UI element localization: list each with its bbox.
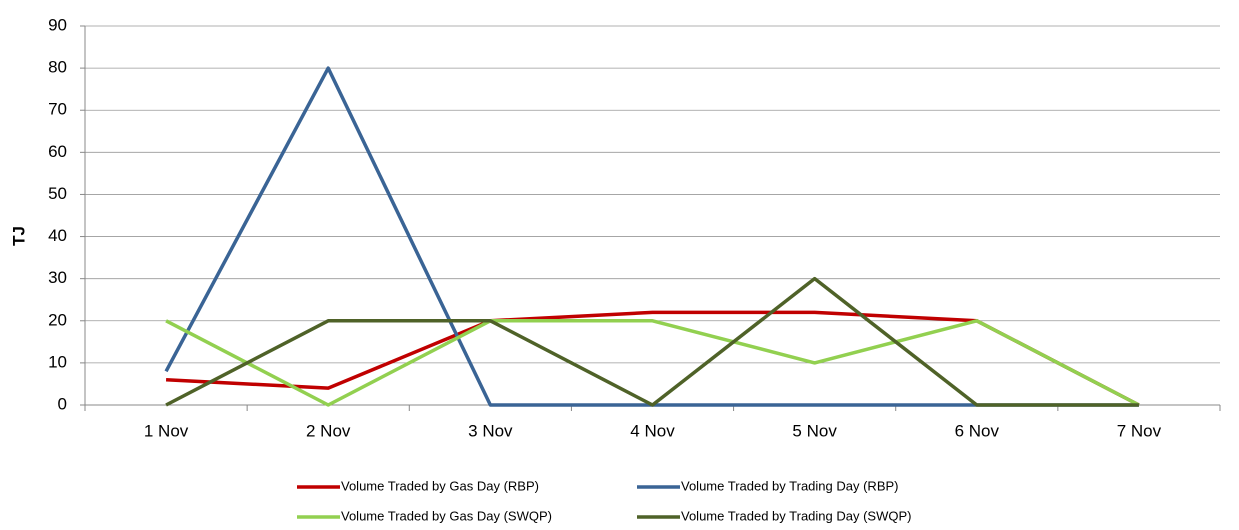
x-tick-label: 4 Nov (630, 421, 675, 440)
x-tick-label: 5 Nov (792, 421, 837, 440)
x-tick-label: 3 Nov (468, 421, 513, 440)
y-tick-label: 40 (48, 226, 67, 245)
y-tick-label: 0 (58, 394, 67, 413)
legend-label: Volume Traded by Trading Day (SWQP) (681, 508, 911, 523)
legend-label: Volume Traded by Gas Day (SWQP) (341, 508, 552, 523)
x-tick-label: 2 Nov (306, 421, 351, 440)
series-line (165, 276, 1139, 407)
y-tick-label: 60 (48, 142, 67, 161)
y-tick-label: 20 (48, 310, 67, 329)
y-tick-label: 50 (48, 184, 67, 203)
y-tick-label: 70 (48, 100, 67, 119)
legend-label: Volume Traded by Gas Day (RBP) (341, 478, 539, 493)
x-tick-label: 6 Nov (955, 421, 1000, 440)
y-tick-label: 80 (48, 58, 67, 77)
x-tick-label: 7 Nov (1117, 421, 1162, 440)
y-tick-label: 10 (48, 352, 67, 371)
x-tick-label: 1 Nov (144, 421, 189, 440)
y-tick-label: 30 (48, 268, 67, 287)
y-tick-label: 90 (48, 15, 67, 34)
legend-label: Volume Traded by Trading Day (RBP) (681, 478, 899, 493)
series-line (165, 319, 1140, 407)
series-line (165, 310, 1140, 407)
y-axis-label: TJ (9, 226, 28, 246)
